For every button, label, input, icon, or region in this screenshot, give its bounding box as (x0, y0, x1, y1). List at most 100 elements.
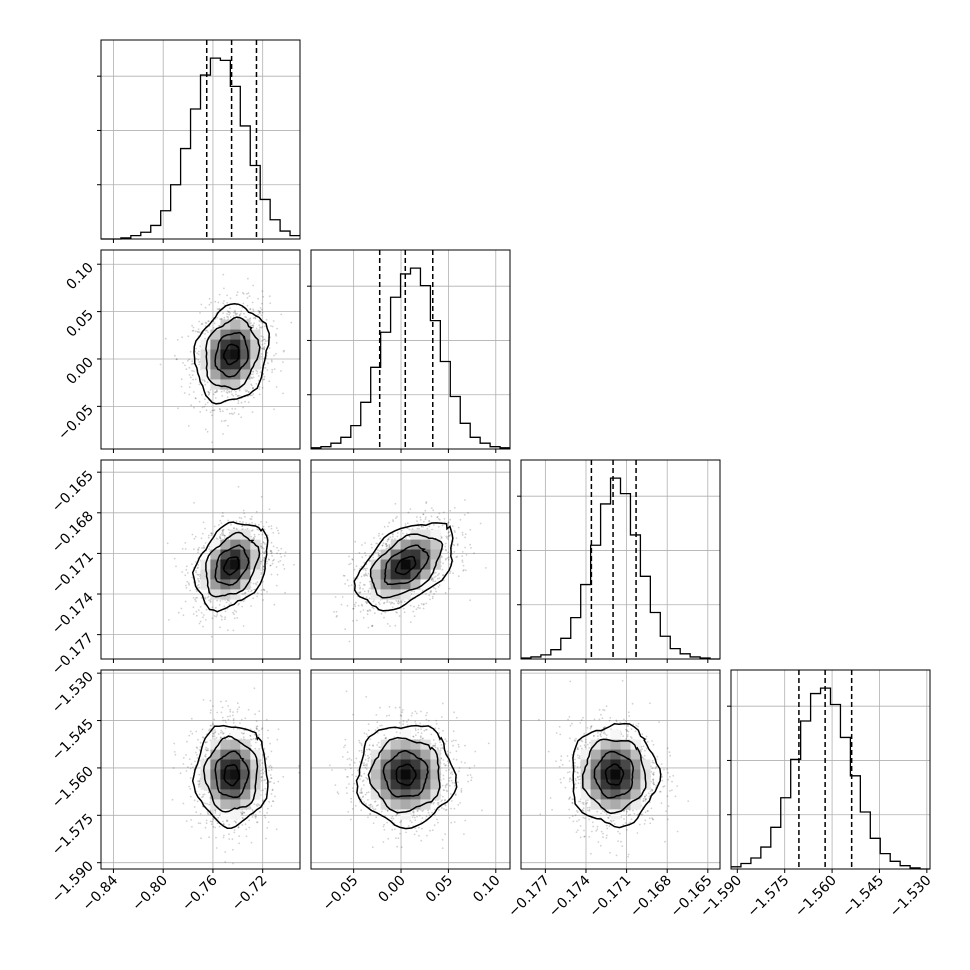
scatter-point (197, 353, 200, 356)
scatter-point (222, 531, 224, 534)
scatter-point (370, 625, 373, 628)
scatter-point (396, 535, 399, 538)
scatter-point (419, 518, 422, 521)
scatter-point (197, 358, 200, 361)
scatter-point (188, 785, 191, 788)
scatter-point (228, 313, 231, 316)
scatter-point (166, 542, 169, 545)
scatter-point (453, 544, 456, 547)
scatter-point (258, 393, 261, 396)
scatter-point (447, 522, 450, 524)
scatter-point (180, 607, 183, 610)
scatter-point (365, 574, 368, 576)
scatter-point (259, 810, 261, 813)
scatter-point (200, 323, 203, 326)
scatter-point (235, 312, 237, 315)
scatter-point (207, 791, 210, 794)
density-cell (220, 319, 231, 330)
scatter-point (227, 528, 230, 531)
scatter-point (402, 532, 404, 535)
scatter-point (273, 603, 276, 606)
scatter-point (253, 687, 256, 690)
scatter-point (348, 555, 350, 558)
density-cell (400, 559, 411, 570)
scatter-point (214, 826, 217, 829)
scatter-point (391, 606, 394, 609)
scatter-point (189, 730, 192, 733)
scatter-point (457, 575, 460, 578)
scatter-point (456, 555, 459, 558)
scatter-point (266, 369, 269, 371)
scatter-point (194, 535, 197, 538)
scatter-point (377, 601, 380, 604)
density-cell (370, 589, 381, 600)
scatter-point (266, 560, 268, 563)
scatter-point (177, 407, 180, 410)
scatter-point (227, 718, 230, 721)
scatter-point (430, 578, 433, 581)
scatter-point (190, 363, 193, 365)
scatter-point (182, 763, 185, 765)
scatter-point (173, 557, 176, 560)
density-cell (420, 569, 431, 580)
scatter-point (290, 321, 293, 324)
scatter-point (219, 519, 222, 522)
scatter-point (197, 549, 200, 551)
density-cell (240, 379, 251, 390)
scatter-point (220, 420, 223, 423)
scatter-point (267, 362, 269, 365)
scatter-point (366, 609, 369, 612)
scatter-point (184, 574, 187, 577)
scatter-point (445, 535, 448, 538)
scatter-point (403, 600, 406, 603)
scatter-point (260, 545, 263, 548)
scatter-point (431, 577, 434, 580)
scatter-point (223, 300, 225, 302)
scatter-point (255, 583, 258, 586)
scatter-point (355, 619, 358, 622)
scatter-point (396, 611, 398, 614)
scatter-point (260, 495, 263, 498)
scatter-point (448, 531, 451, 533)
scatter-point (279, 552, 282, 555)
scatter-point (272, 559, 274, 562)
scatter-point (204, 333, 206, 335)
scatter-point (258, 310, 261, 313)
scatter-point (260, 560, 263, 563)
scatter-point (217, 308, 220, 311)
scatter-point (181, 548, 184, 550)
scatter-point (191, 360, 194, 362)
scatter-point (388, 521, 391, 524)
scatter-point (198, 363, 201, 366)
histogram-step (731, 687, 930, 870)
scatter-point (220, 700, 222, 703)
scatter-point (255, 327, 258, 330)
scatter-point (371, 624, 374, 627)
scatter-point (222, 529, 225, 531)
density-cell (370, 569, 381, 580)
scatter-point (207, 536, 210, 539)
scatter-point (362, 588, 364, 590)
scatter-point (374, 612, 376, 615)
scatter-point (239, 312, 242, 315)
scatter-point (261, 290, 264, 292)
scatter-point (283, 554, 286, 557)
scatter-point (275, 566, 278, 568)
scatter-point (432, 524, 435, 526)
scatter-point (188, 758, 191, 760)
scatter-point (425, 593, 427, 595)
scatter-point (249, 308, 252, 311)
scatter-point (453, 507, 456, 509)
scatter-point (252, 387, 254, 389)
scatter-point (233, 609, 236, 612)
scatter-point (448, 587, 451, 590)
scatter-point (262, 565, 265, 568)
scatter-point (191, 825, 193, 828)
scatter-point (265, 521, 268, 524)
scatter-point (293, 563, 295, 566)
scatter-point (261, 343, 264, 346)
scatter-point (438, 577, 441, 580)
scatter-point (241, 605, 244, 608)
scatter-point (185, 820, 188, 822)
scatter-point (221, 318, 223, 320)
